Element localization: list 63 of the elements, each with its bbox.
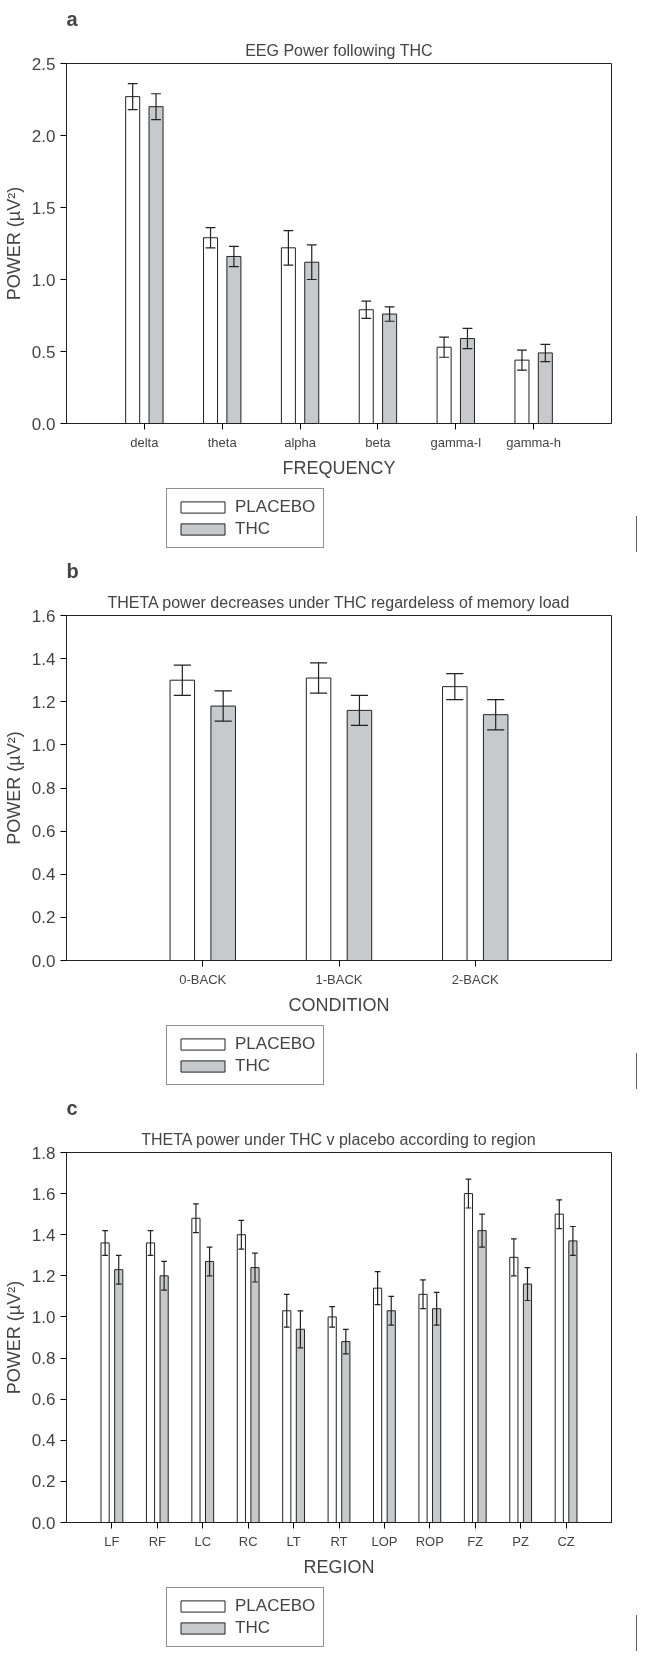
x-tick-label: 0-BACK bbox=[179, 971, 227, 987]
y-axis-title: POWER (µV²) bbox=[3, 1280, 24, 1395]
y-tick-label: 0.0 bbox=[31, 414, 56, 434]
legend-label: THC bbox=[235, 1618, 270, 1638]
x-tick-label: LT bbox=[286, 1533, 301, 1549]
y-tick-label: 1.2 bbox=[31, 1266, 56, 1286]
x-tick-label: RF bbox=[148, 1533, 167, 1549]
y-tick-label: 1.6 bbox=[31, 1184, 56, 1204]
y-tick-label: 1.4 bbox=[31, 1225, 56, 1245]
x-tick-label: beta bbox=[365, 434, 392, 450]
y-tick-label: 2.5 bbox=[31, 54, 56, 74]
x-axis-title: FREQUENCY bbox=[282, 457, 396, 478]
x-tick-label: alpha bbox=[284, 434, 317, 450]
y-tick-label: 0.4 bbox=[31, 865, 56, 885]
y-tick-label: 1.8 bbox=[31, 1143, 56, 1163]
x-tick-label: gamma-h bbox=[506, 434, 562, 450]
legend-label: THC bbox=[235, 519, 270, 539]
legend-label: PLACEBO bbox=[235, 497, 316, 517]
text: a bbox=[66, 7, 79, 30]
legend-label: PLACEBO bbox=[235, 1596, 316, 1616]
legend-label: PLACEBO bbox=[235, 1034, 316, 1054]
y-tick-label: 1.0 bbox=[31, 270, 56, 290]
x-tick-label: delta bbox=[130, 434, 160, 450]
y-tick-label: 0.4 bbox=[31, 1431, 56, 1451]
x-tick-label: LF bbox=[104, 1533, 120, 1549]
x-axis-title: CONDITION bbox=[288, 994, 390, 1015]
x-tick-label: gamma-l bbox=[430, 434, 482, 450]
x-tick-label: RC bbox=[238, 1533, 258, 1549]
y-tick-label: 0.2 bbox=[31, 1472, 56, 1492]
text: c bbox=[66, 1096, 78, 1119]
y-tick-label: 1.0 bbox=[31, 735, 56, 755]
y-tick-label: 0.8 bbox=[31, 779, 56, 798]
y-axis-title: POWER (µV²) bbox=[3, 731, 24, 845]
y-tick-label: 1.2 bbox=[31, 692, 56, 712]
chart-title: THETA power under THC v placebo according to region bbox=[141, 1130, 536, 1148]
y-tick-label: 0.2 bbox=[31, 908, 56, 928]
y-tick-label: 1.6 bbox=[31, 606, 56, 626]
y-axis-title: POWER (µV²) bbox=[3, 186, 24, 301]
x-tick-label: 2-BACK bbox=[451, 971, 500, 987]
y-tick-label: 0.6 bbox=[31, 822, 56, 842]
y-tick-label: 0.6 bbox=[31, 1390, 56, 1410]
y-tick-label: 0.5 bbox=[31, 342, 56, 362]
y-tick-label: 0.8 bbox=[31, 1349, 56, 1369]
legend-label: THC bbox=[235, 1056, 270, 1076]
y-tick-label: 0.0 bbox=[31, 951, 56, 971]
x-axis-title: REGION bbox=[303, 1556, 375, 1577]
x-tick-label: ROP bbox=[415, 1533, 444, 1549]
x-tick-label: CZ bbox=[557, 1533, 575, 1549]
text: b bbox=[66, 559, 79, 582]
x-tick-label: FZ bbox=[467, 1533, 484, 1549]
x-tick-label: LOP bbox=[371, 1533, 398, 1549]
x-tick-label: PZ bbox=[512, 1533, 530, 1549]
y-tick-label: 1.4 bbox=[31, 649, 56, 669]
chart-title: EEG Power following THC bbox=[245, 41, 433, 59]
x-tick-label: 1-BACK bbox=[315, 971, 363, 987]
y-tick-label: 0.0 bbox=[31, 1513, 56, 1533]
x-tick-label: LC bbox=[194, 1533, 212, 1549]
y-tick-label: 2.0 bbox=[31, 126, 56, 146]
y-tick-label: 1.5 bbox=[31, 198, 56, 218]
x-tick-label: theta bbox=[207, 434, 238, 450]
y-tick-label: 1.0 bbox=[31, 1307, 56, 1327]
x-tick-label: RT bbox=[330, 1533, 348, 1549]
chart-title: THETA power decreases under THC regardeless of memory load bbox=[107, 593, 570, 611]
